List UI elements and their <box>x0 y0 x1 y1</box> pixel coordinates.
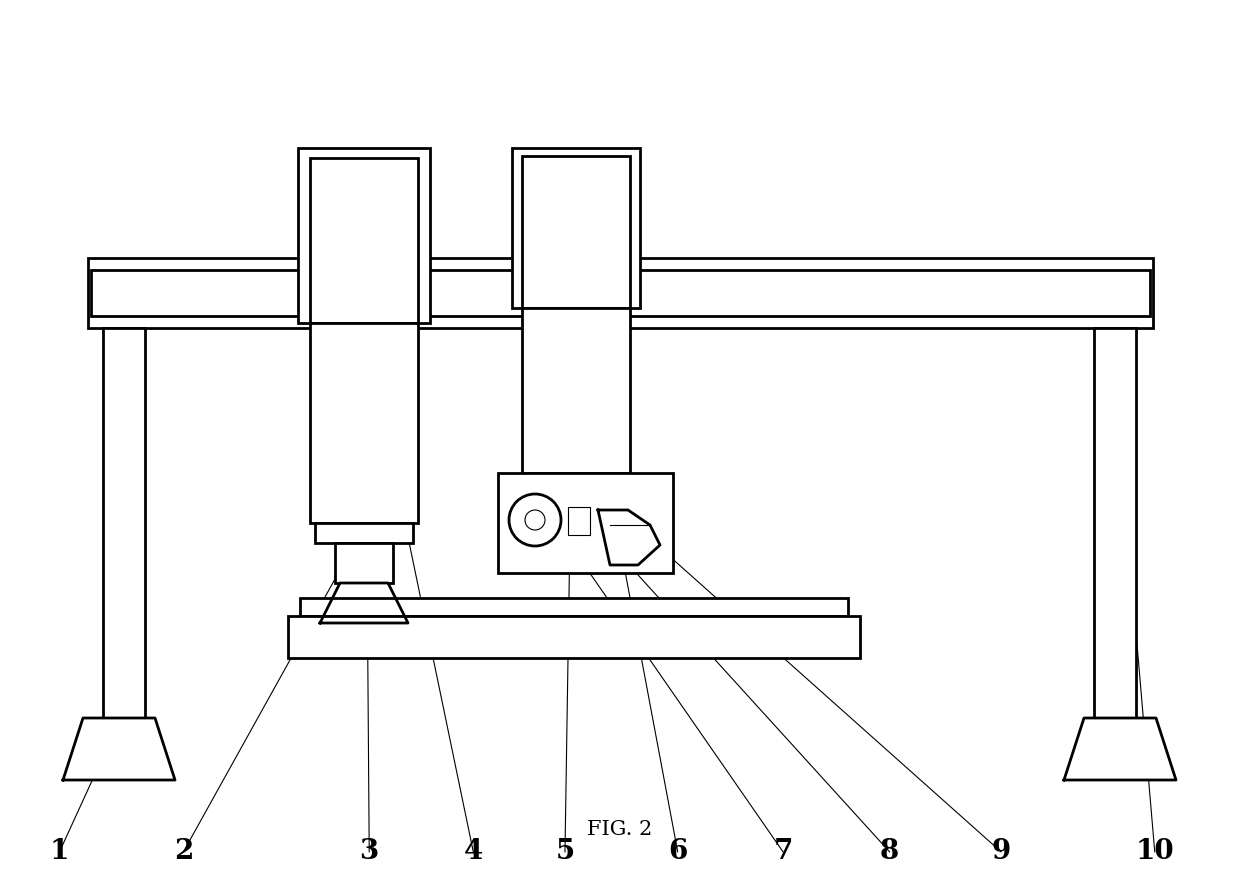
Bar <box>88 258 1154 328</box>
Bar <box>335 543 393 583</box>
Bar <box>287 616 860 658</box>
Bar <box>1094 328 1136 718</box>
Text: 6: 6 <box>668 838 688 865</box>
Text: 10: 10 <box>1135 838 1175 865</box>
Bar <box>512 148 641 308</box>
Polygon shape <box>598 510 660 565</box>
Bar <box>90 270 1150 316</box>
Polygon shape <box>320 583 408 623</box>
Bar <box>310 158 418 323</box>
Text: 8: 8 <box>880 838 900 865</box>
Bar <box>498 473 673 573</box>
Text: 2: 2 <box>173 838 193 865</box>
Bar <box>300 598 847 616</box>
Text: 7: 7 <box>773 838 793 865</box>
Bar <box>522 156 629 308</box>
Bar <box>522 308 629 473</box>
Text: 3: 3 <box>359 838 379 865</box>
Text: FIG. 2: FIG. 2 <box>587 820 652 839</box>
Bar <box>315 523 413 543</box>
Text: 4: 4 <box>463 838 483 865</box>
Bar <box>310 323 418 523</box>
Bar <box>567 507 590 535</box>
Polygon shape <box>1064 718 1176 780</box>
Text: 5: 5 <box>555 838 575 865</box>
Text: 9: 9 <box>991 838 1011 865</box>
Bar <box>103 328 145 718</box>
Polygon shape <box>63 718 175 780</box>
Bar <box>299 148 430 323</box>
Text: 1: 1 <box>50 838 69 865</box>
